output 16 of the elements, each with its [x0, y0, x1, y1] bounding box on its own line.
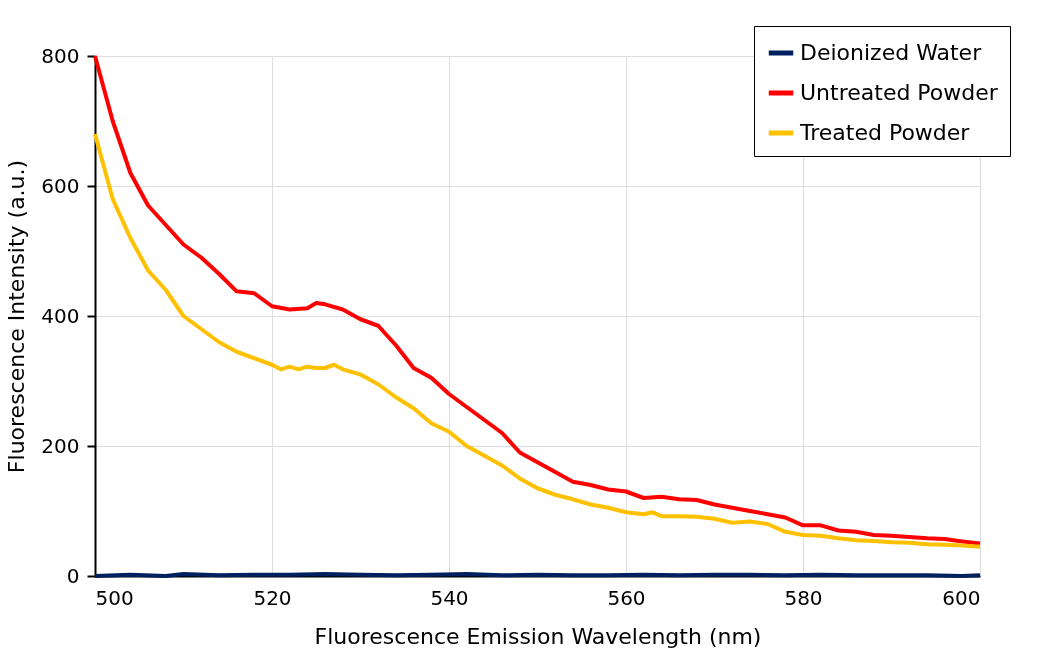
x-tick-label: 600: [942, 585, 981, 610]
x-tick-label: 580: [784, 585, 823, 610]
x-tick-label: 500: [95, 585, 134, 610]
y-tick-label: 200: [41, 433, 80, 458]
x-axis-title: Fluorescence Emission Wavelength (nm): [314, 623, 762, 649]
y-axis-title: Fluorescence Intensity (a.u.): [4, 159, 30, 474]
y-tick-label: 600: [41, 173, 80, 198]
y-tick-label: 400: [41, 303, 80, 328]
legend-label: Untreated Powder: [800, 80, 999, 105]
x-tick-label: 560: [607, 585, 646, 610]
legend-label: Deionized Water: [800, 40, 983, 65]
y-tick-label: 800: [41, 43, 80, 68]
x-tick-label: 540: [430, 585, 469, 610]
y-tick-label: 0: [66, 563, 80, 588]
x-tick-label: 520: [253, 585, 292, 610]
legend-label: Treated Powder: [799, 120, 971, 145]
